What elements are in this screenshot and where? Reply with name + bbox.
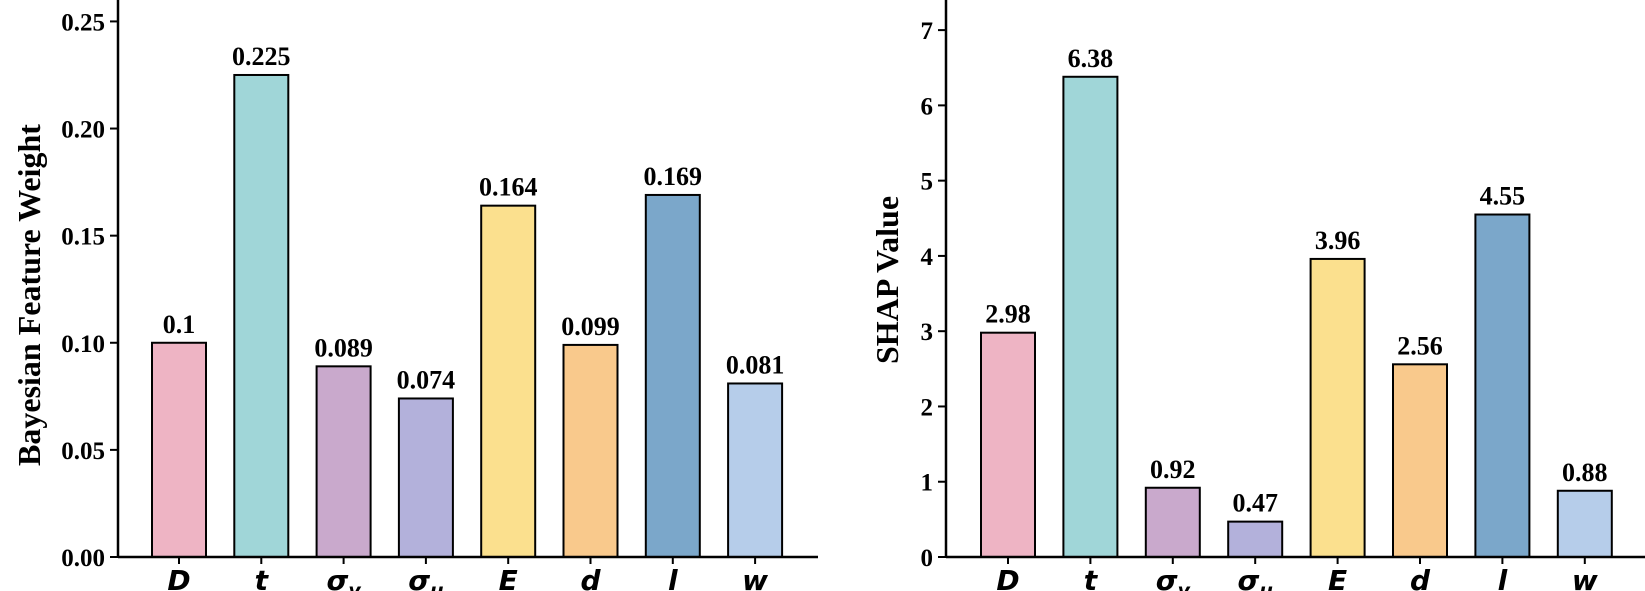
data-label: 3.96 xyxy=(1315,226,1361,255)
x-tick-label: l xyxy=(668,564,678,591)
x-tick-label: D xyxy=(996,564,1019,591)
y-tick-label: 0.10 xyxy=(61,331,105,358)
bar xyxy=(397,397,454,558)
x-tick-label: w xyxy=(742,564,768,591)
y-tick-label: 6 xyxy=(921,93,934,120)
shap-value-chart: SHAP Value 0 1 2 3 4 5 6 7 2.98 D 6.38 t 0.92 σy 0.47 σ… xyxy=(869,0,1645,591)
y-tick-label: 7 xyxy=(921,18,934,45)
y-tick-label: 0.25 xyxy=(61,9,105,36)
data-label: 0.089 xyxy=(314,333,373,362)
bar xyxy=(1392,363,1448,558)
y-tick-label: 5 xyxy=(921,169,934,196)
x-tick-label: d xyxy=(1410,564,1431,591)
data-label: 2.98 xyxy=(985,300,1031,329)
y-tick-label: 0 xyxy=(921,545,934,572)
y-axis-label: Bayesian Feature Weight xyxy=(11,124,47,466)
y-tick-label: 0.15 xyxy=(61,224,105,251)
y-tick-label: 2 xyxy=(921,394,934,421)
data-label: 2.56 xyxy=(1397,331,1443,360)
data-label: 0.1 xyxy=(163,310,196,339)
y-axis-label: SHAP Value xyxy=(869,196,905,364)
x-tick-label: σu xyxy=(408,564,443,591)
data-label: 0.074 xyxy=(397,365,456,394)
bar xyxy=(315,365,372,559)
data-label: 0.099 xyxy=(561,312,620,341)
bar xyxy=(562,343,619,558)
data-label: 0.164 xyxy=(479,173,538,202)
x-tick-label: D xyxy=(167,564,190,591)
bayesian-weight-chart: Bayesian Feature Weight 0.00 0.05 0.10 0.15… xyxy=(11,0,818,591)
bar xyxy=(644,193,701,558)
bar xyxy=(980,331,1036,558)
x-tick-label: E xyxy=(499,564,518,591)
x-tick-label: t xyxy=(255,564,270,591)
bar xyxy=(151,341,207,558)
y-tick-label: 1 xyxy=(921,470,934,497)
data-label: 4.55 xyxy=(1480,182,1526,211)
bar xyxy=(1309,257,1366,558)
x-tick-label: E xyxy=(1328,564,1347,591)
data-label: 0.92 xyxy=(1150,455,1196,484)
x-tick-label: d xyxy=(580,564,601,591)
bar xyxy=(480,204,537,559)
data-label: 0.88 xyxy=(1562,458,1608,487)
bar xyxy=(1144,486,1201,558)
data-label: 0.225 xyxy=(232,42,291,71)
y-tick-label: 4 xyxy=(921,244,934,271)
bar xyxy=(1556,489,1613,559)
x-tick-label: σu xyxy=(1238,564,1273,591)
y-tick-label: 0.05 xyxy=(61,438,105,465)
bar xyxy=(1062,75,1119,559)
bar xyxy=(1227,520,1284,559)
y-tick-label: 3 xyxy=(921,319,934,346)
bar xyxy=(1474,213,1531,558)
bar xyxy=(233,73,290,558)
y-tick-label: 0.20 xyxy=(61,117,105,144)
x-tick-label: w xyxy=(1572,564,1598,591)
x-tick-label: t xyxy=(1084,564,1099,591)
data-label: 6.38 xyxy=(1068,44,1114,73)
x-tick-label: σy xyxy=(326,564,362,591)
x-tick-label: l xyxy=(1498,564,1508,591)
bar xyxy=(727,382,784,558)
y-tick-label: 0.00 xyxy=(61,545,105,572)
x-tick-label: σy xyxy=(1156,564,1192,591)
data-label: 0.169 xyxy=(644,162,703,191)
data-label: 0.47 xyxy=(1232,489,1278,518)
data-label: 0.081 xyxy=(726,350,785,379)
